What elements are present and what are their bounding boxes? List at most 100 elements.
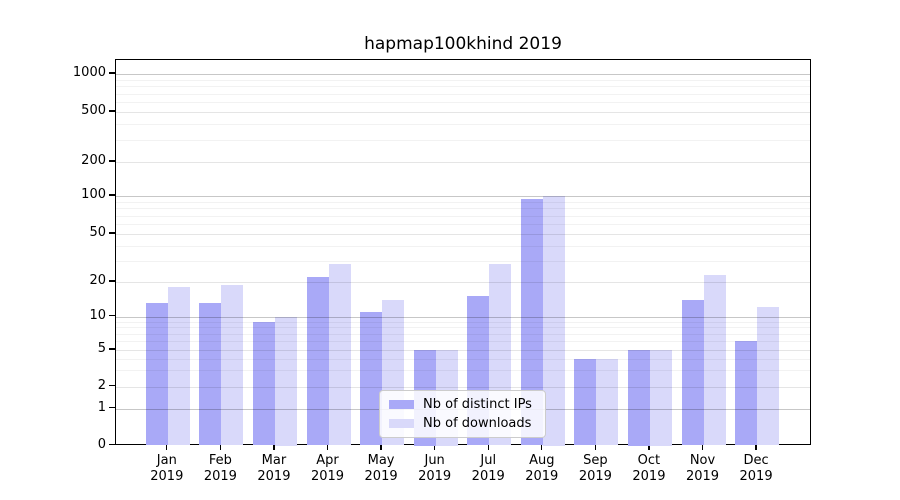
x-tick-month: Aug xyxy=(529,453,555,468)
gridline-minor xyxy=(116,208,810,210)
x-tick-mark xyxy=(326,444,329,450)
gridline xyxy=(116,162,810,163)
x-tick-year: 2019 xyxy=(418,469,452,484)
x-tick-month: Sep xyxy=(583,453,608,468)
y-tick-mark xyxy=(109,406,115,409)
x-tick-mark xyxy=(755,444,757,450)
bar-downloads-apr xyxy=(328,264,351,446)
x-tick-mark xyxy=(701,444,704,450)
y-tick-label: 10 xyxy=(89,307,106,323)
bar-downloads-sep xyxy=(596,358,619,446)
bar-ips-may xyxy=(360,311,383,446)
y-tick-label: 200 xyxy=(81,153,106,168)
x-tick-year: 2019 xyxy=(203,469,237,484)
x-tick-label: Apr 2019 xyxy=(301,453,355,485)
gridline-minor xyxy=(116,224,810,225)
x-tick-year: 2019 xyxy=(632,469,666,484)
bar-ips-oct xyxy=(627,350,650,446)
legend-label: Nb of downloads xyxy=(423,415,532,431)
x-tick-month: Feb xyxy=(208,453,232,468)
x-tick-year: 2019 xyxy=(578,469,612,484)
y-tick-label: 1000 xyxy=(72,65,106,80)
gridline xyxy=(116,350,810,351)
gridline-minor xyxy=(116,86,810,88)
gridline xyxy=(116,282,810,283)
gridline-minor xyxy=(116,370,810,372)
bar-ips-jan xyxy=(145,303,168,446)
gridline-minor xyxy=(116,260,810,262)
x-tick-year: 2019 xyxy=(150,469,184,484)
x-tick-month: Jun xyxy=(424,453,445,468)
bar-ips-dec xyxy=(735,341,758,446)
x-tick-month: Jul xyxy=(480,453,497,468)
y-tick-label: 20 xyxy=(89,273,106,288)
gridline xyxy=(116,386,810,388)
x-tick-mark xyxy=(380,444,382,450)
x-tick-label: May 2019 xyxy=(354,453,408,485)
y-tick-mark xyxy=(109,232,115,234)
y-tick-mark xyxy=(109,385,115,387)
bar-downloads-nov xyxy=(703,274,726,446)
x-tick-year: 2019 xyxy=(471,469,505,484)
gridline xyxy=(116,234,810,235)
y-tick-label: 2 xyxy=(97,377,106,393)
x-tick-label: Mar 2019 xyxy=(247,453,301,485)
legend-label: Nb of distinct IPs xyxy=(423,396,532,412)
x-tick-mark xyxy=(541,444,543,450)
gridline xyxy=(116,316,810,318)
x-tick-mark xyxy=(648,444,650,450)
x-tick-mark xyxy=(434,444,436,450)
x-tick-mark xyxy=(219,444,222,450)
y-tick-mark xyxy=(109,160,115,162)
x-tick-label: Jan 2019 xyxy=(140,453,194,485)
gridline xyxy=(116,196,810,197)
x-tick-month: May xyxy=(367,453,395,468)
legend-swatch xyxy=(389,419,414,428)
x-tick-year: 2019 xyxy=(739,469,773,484)
legend: Nb of distinct IPs Nb of downloads xyxy=(379,390,546,438)
x-tick-year: 2019 xyxy=(685,469,720,484)
gridline-minor xyxy=(116,102,810,103)
bar-ips-apr xyxy=(306,277,329,446)
bar-ips-nov xyxy=(681,299,704,446)
gridline-minor xyxy=(116,358,810,360)
x-tick-year: 2019 xyxy=(525,469,559,484)
x-tick-label: Dec 2019 xyxy=(729,453,783,485)
bar-downloads-aug xyxy=(542,196,565,446)
gridline-minor xyxy=(116,139,810,141)
bar-downloads-mar xyxy=(274,316,297,446)
y-tick-mark xyxy=(109,443,115,446)
x-tick-year: 2019 xyxy=(310,469,345,484)
y-tick-label: 500 xyxy=(81,103,106,118)
x-tick-month: Apr xyxy=(316,453,339,468)
x-tick-label: Feb 2019 xyxy=(193,453,247,485)
plot-area xyxy=(115,59,811,446)
y-tick-mark xyxy=(109,194,115,196)
x-tick-year: 2019 xyxy=(364,469,398,484)
y-tick-label: 100 xyxy=(81,187,106,202)
bar-ips-mar xyxy=(252,321,275,446)
y-tick-mark xyxy=(109,110,115,112)
x-tick-label: Oct 2019 xyxy=(622,453,676,485)
x-tick-label: Jul 2019 xyxy=(461,453,515,485)
legend-swatch xyxy=(389,400,414,409)
bar-ips-feb xyxy=(199,303,222,446)
gridline-minor xyxy=(116,201,810,203)
bar-ips-sep xyxy=(574,358,597,446)
x-tick-label: Jun 2019 xyxy=(408,453,462,485)
bar-ips-aug xyxy=(520,198,543,446)
x-tick-label: Sep 2019 xyxy=(568,453,622,485)
y-tick-label: 5 xyxy=(97,341,106,356)
x-tick-month: Oct xyxy=(637,453,661,468)
gridline-minor xyxy=(116,333,810,335)
legend-row: Nb of downloads xyxy=(389,416,536,432)
y-tick-mark xyxy=(109,314,115,317)
gridline-minor xyxy=(116,341,810,343)
gridline-minor xyxy=(116,79,810,81)
y-tick-mark xyxy=(109,348,115,350)
chart-title: hapmap100khind 2019 xyxy=(364,34,562,54)
x-tick-mark xyxy=(594,444,596,450)
bar-downloads-feb xyxy=(221,284,244,446)
bar-downloads-dec xyxy=(757,307,780,446)
legend-row: Nb of distinct IPs xyxy=(389,397,536,413)
